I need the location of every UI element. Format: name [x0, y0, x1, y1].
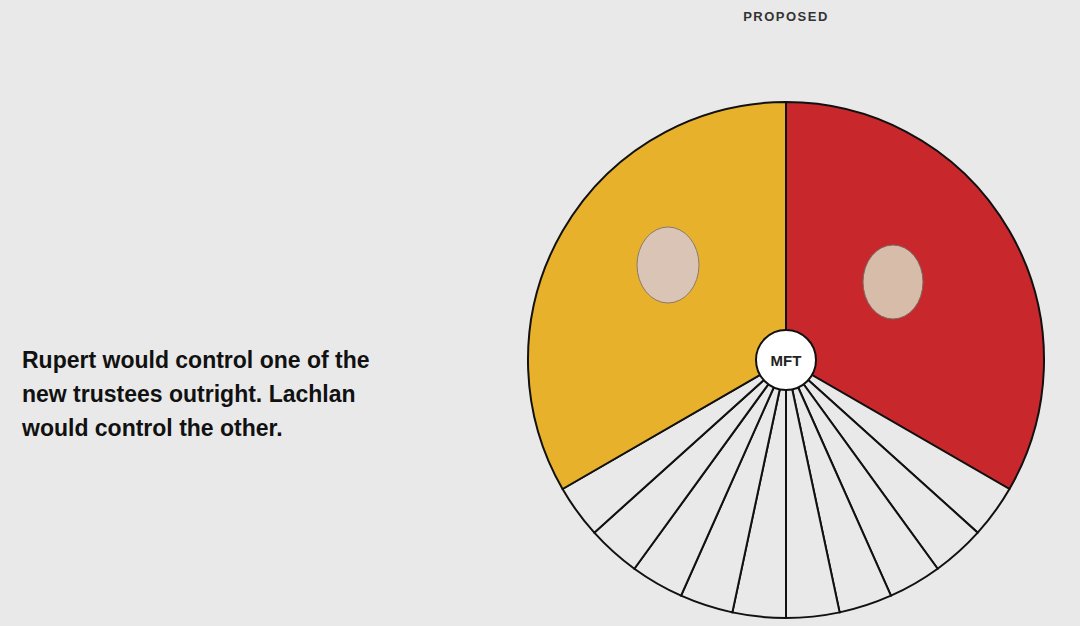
html-text:PROPOSED: PROPOSED: [743, 9, 829, 24]
svg-text:MFT: MFT: [771, 352, 802, 369]
html-text:Rupert would control one of th: Rupert would control one of the new trus…: [22, 347, 370, 441]
